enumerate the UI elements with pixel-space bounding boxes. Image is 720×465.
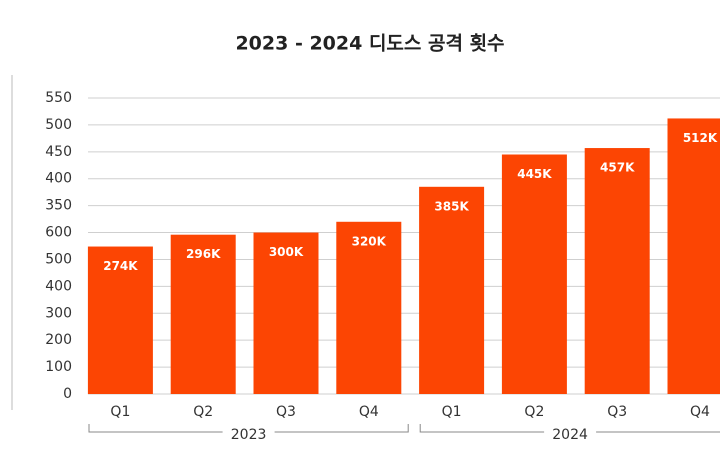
x-tick-label: Q2 [524, 404, 544, 420]
bar [253, 232, 319, 394]
chart-title: 2023 - 2024 디도스 공격 횟수 [235, 33, 504, 55]
y-tick-label: 300 [45, 305, 72, 321]
bar [87, 246, 153, 394]
value-label: 512K [683, 131, 718, 145]
y-tick-label: 500 [45, 117, 72, 133]
value-label: 320K [352, 234, 387, 248]
y-tick-label: 350 [45, 198, 72, 214]
value-label: 300K [269, 245, 304, 259]
x-tick-label: Q3 [607, 404, 627, 420]
bar [419, 186, 485, 394]
x-tick-label: Q3 [276, 404, 296, 420]
value-label: 445K [517, 167, 552, 181]
y-tick-label: 550 [45, 90, 72, 106]
value-label: 274K [103, 259, 138, 273]
y-tick-label: 400 [45, 171, 72, 187]
bar [501, 154, 567, 394]
y-tick-label: 500 [45, 251, 72, 267]
y-tick-label: 600 [45, 225, 72, 241]
x-tick-label: Q4 [690, 404, 710, 420]
x-tick-label: Q1 [442, 404, 462, 420]
value-label: 457K [600, 161, 635, 175]
group-label: 2023 [231, 427, 267, 443]
y-tick-label: 400 [45, 278, 72, 294]
bar [584, 148, 650, 394]
group-label: 2024 [552, 427, 588, 443]
value-label: 296K [186, 247, 221, 261]
y-tick-label: 450 [45, 144, 72, 160]
group-label-bg [544, 426, 597, 442]
x-tick-label: Q4 [359, 404, 379, 420]
bar [336, 221, 402, 394]
x-tick-label: Q1 [110, 404, 130, 420]
value-label: 385K [434, 199, 469, 213]
bar [667, 118, 720, 394]
y-tick-label: 100 [45, 359, 72, 375]
y-tick-label: 200 [45, 332, 72, 348]
bar [170, 234, 236, 394]
x-tick-label: Q2 [193, 404, 213, 420]
y-tick-label: 0 [63, 386, 72, 402]
group-label-bg [222, 426, 275, 442]
